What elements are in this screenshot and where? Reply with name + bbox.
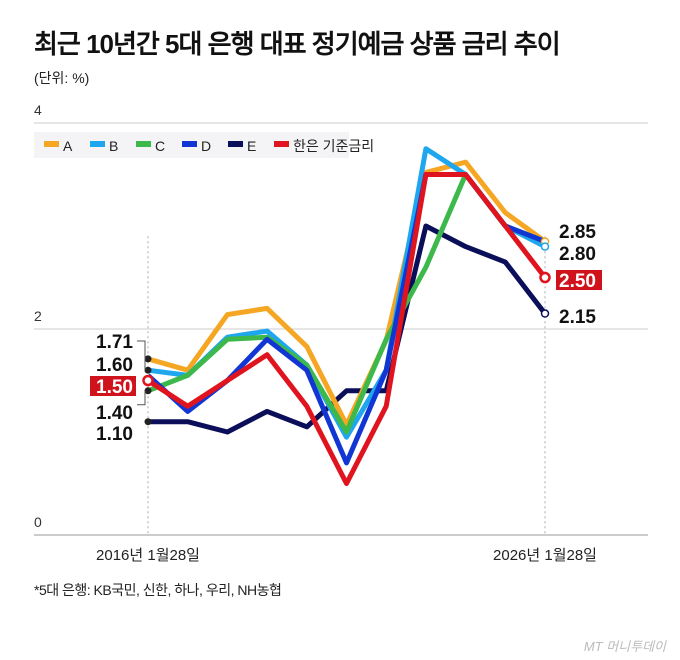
start-value-label: 1.60: [96, 355, 133, 376]
start-value-label: 1.40: [96, 403, 133, 424]
legend-swatch: [274, 141, 289, 147]
base-rate-label-bg: [90, 376, 136, 396]
end-point: [540, 309, 550, 318]
series-line-E: [148, 223, 547, 435]
bracket: [137, 340, 146, 371]
y-tick-label: 0: [34, 514, 42, 530]
legend-swatch: [182, 141, 197, 147]
x-tick-label: 2016년 1월28일: [96, 547, 200, 564]
start-value-label: 1.71: [96, 332, 133, 353]
legend-label: D: [201, 138, 211, 154]
series-line-A: [147, 159, 547, 428]
legend-label: C: [155, 138, 165, 154]
x-tick-label: 2026년 1월28일: [493, 547, 597, 564]
start-point: [144, 387, 152, 395]
start-point: [144, 418, 152, 426]
start-point: [144, 366, 152, 374]
legend-label: B: [109, 138, 118, 154]
end-point: [540, 242, 550, 251]
chart-title: 최근 10년간 5대 은행 대표 정기예금 상품 금리 추이: [34, 29, 561, 59]
start-point: [144, 355, 152, 363]
legend-label: A: [63, 138, 73, 154]
footnote: *5대 은행: KB국민, 신한, 하나, 우리, NH농협: [34, 582, 282, 598]
series-line-한은 기준금리: [146, 172, 547, 486]
end-value-label: 2.15: [559, 307, 596, 328]
end-value-label: 2.80: [559, 244, 596, 265]
legend-label: E: [247, 138, 256, 154]
start-point-base-rate: [142, 374, 154, 387]
end-value-label: 2.50: [559, 271, 596, 292]
unit-label: (단위: %): [34, 70, 90, 86]
end-point-base-rate: [539, 271, 551, 284]
start-value-label: 1.50: [96, 377, 133, 398]
y-tick-label: 4: [34, 102, 42, 118]
legend-swatch: [44, 141, 59, 147]
legend-swatch: [136, 141, 151, 147]
legend-swatch: [228, 141, 243, 147]
legend-swatch: [90, 141, 105, 147]
start-value-label: 1.10: [96, 424, 133, 445]
end-value-label: 2.85: [559, 222, 596, 243]
legend-label: 한은 기준금리: [293, 138, 374, 154]
base-rate-label-bg: [556, 270, 602, 290]
bracket: [137, 390, 146, 406]
y-tick-label: 2: [34, 308, 42, 324]
publisher-logo: MT 머니투데이: [583, 639, 666, 654]
